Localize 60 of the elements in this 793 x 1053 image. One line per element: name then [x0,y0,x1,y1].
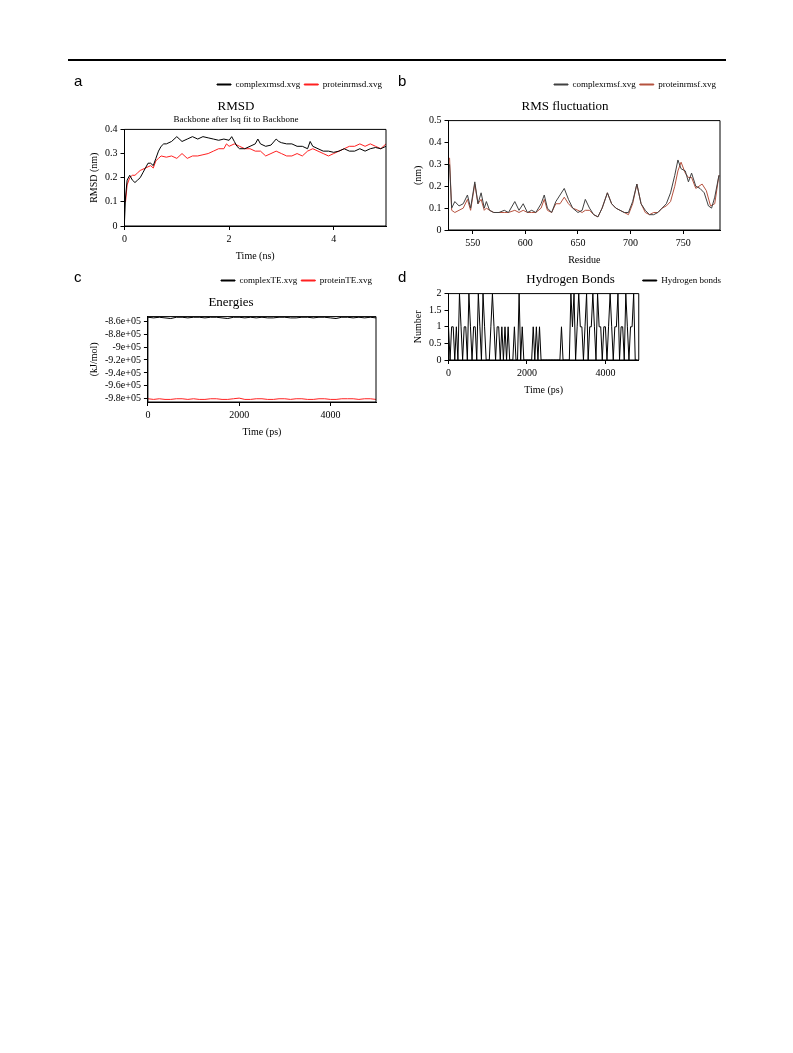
text: d [398,268,407,285]
x-tick-label: 0 [145,408,151,420]
x-tick-label: 550 [465,236,481,248]
y-tick-label: 0.3 [105,147,118,159]
x-axis-title: Residue [568,253,601,265]
x-tick-label: 750 [675,236,691,248]
y-tick-label: -9.6e+05 [104,379,141,391]
chart-title: RMSD [217,98,255,114]
x-tick-label: 2000 [516,366,537,378]
x-tick-label: 4 [331,232,337,244]
y-tick-label: 0.2 [429,179,442,191]
x-tick-label: 700 [623,236,639,248]
legend-label: proteinrmsf.xvg [658,78,717,89]
y-tick-label: 1 [436,320,442,332]
x-tick-label: 4000 [595,366,616,378]
y-tick-label: 0.5 [429,114,442,126]
y-tick-label: -9.8e+05 [104,392,141,404]
y-tick-label: 2 [436,287,442,299]
y-tick-label: 0 [436,223,442,235]
x-tick-label: 2 [226,232,232,244]
text: a [74,72,83,89]
y-axis-title: RMSD (nm) [87,152,100,203]
y-tick-label: 0.4 [105,123,118,135]
chart-subtitle: Backbone after lsq fit to Backbone [173,114,299,125]
y-tick-label: -9.2e+05 [104,353,141,365]
legend-label: Hydrogen bonds [661,274,722,285]
y-axis-title: (nm) [411,165,424,186]
y-axis-title: (kJ/mol) [87,342,100,377]
x-tick-label: 0 [446,366,451,378]
legend-label: proteinTE.xvg [319,274,373,285]
text: c [74,268,82,285]
y-tick-label: 0.1 [105,195,118,207]
x-tick-label: 2000 [229,408,250,420]
text: b [398,72,407,89]
x-axis-title: Time (ps) [242,425,282,438]
legend-label: complexrmsf.xvg [572,78,637,89]
y-tick-label: 0.3 [429,157,442,169]
legend-label: complexTE.xvg [239,274,298,285]
x-tick-label: 600 [517,236,533,248]
chart-title: RMS fluctuation [521,98,610,114]
x-axis-title: Time (ps) [524,383,564,396]
x-tick-label: 650 [570,236,586,248]
legend-label: proteinrmsd.xvg [322,78,383,89]
y-tick-label: 0.2 [105,171,118,183]
chart-title: Hydrogen Bonds [526,271,615,287]
y-tick-label: -8.8e+05 [104,327,141,339]
x-tick-label: 4000 [320,408,341,420]
y-tick-label: 0.4 [429,136,442,148]
y-axis-title: Number [411,309,423,344]
chart-title: Energies [208,294,254,310]
y-tick-label: -9e+05 [112,340,141,352]
legend-label: complexrmsd.xvg [235,78,301,89]
y-tick-label: 0 [112,219,118,231]
y-tick-label: 0.5 [429,337,442,349]
y-tick-label: 1.5 [429,303,442,315]
x-axis-title: Time (ns) [235,249,275,262]
y-tick-label: 0.1 [429,201,442,213]
y-tick-label: 0 [436,353,442,365]
y-tick-label: -8.6e+05 [104,314,141,326]
y-tick-label: -9.4e+05 [104,366,141,378]
